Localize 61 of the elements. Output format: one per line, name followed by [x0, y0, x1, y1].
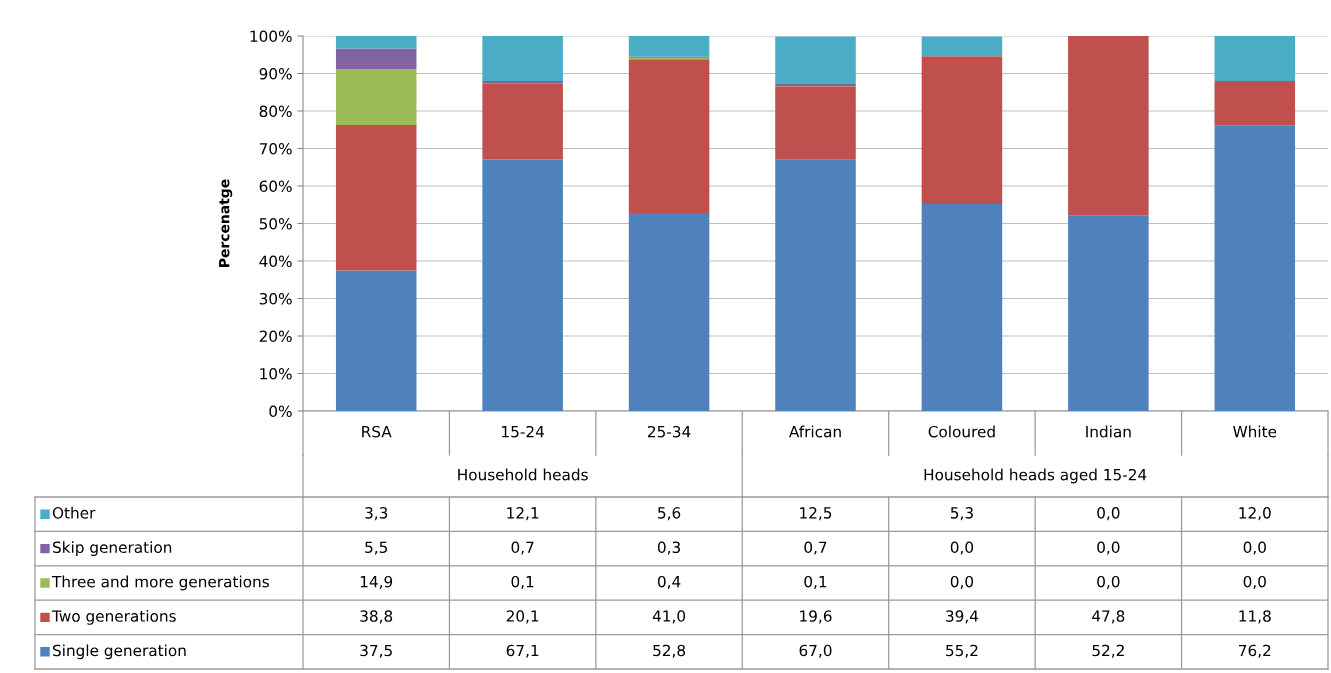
data-label: 52,2: [1092, 644, 1124, 658]
data-label: 3,3: [365, 507, 388, 521]
data-label: 0,0: [1097, 507, 1120, 521]
data-label: 76,2: [1239, 644, 1271, 658]
data-label: 0,0: [1243, 541, 1266, 555]
data-label: 47,8: [1092, 610, 1125, 624]
data-label: 12,5: [800, 507, 832, 521]
data-label: 20,1: [506, 610, 539, 624]
y-tick-label: 70%: [259, 142, 292, 155]
y-tick-label: 100%: [250, 30, 292, 43]
y-tick-label: 50%: [259, 217, 292, 230]
data-label: 0,0: [1097, 575, 1120, 589]
legend-label: Skip generation: [53, 541, 172, 556]
y-tick-label: 40%: [259, 255, 292, 268]
y-tick-label: 60%: [259, 180, 292, 193]
y-axis-title: Percenatge: [219, 179, 233, 267]
data-label: 14,9: [360, 575, 393, 589]
data-label: 37,5: [360, 644, 392, 658]
legend-label: Single generation: [53, 644, 186, 660]
y-tick-label: 80%: [259, 105, 292, 118]
x-tick-label: 15-24: [502, 425, 544, 438]
text: Household heads aged 15-24: [924, 468, 1147, 484]
data-label: 52,8: [653, 644, 686, 658]
data-label: 5,5: [365, 541, 388, 555]
y-tick-label: 90%: [259, 67, 292, 80]
x-tick-label: White: [1233, 425, 1277, 438]
data-label: 5,3: [950, 507, 973, 521]
x-tick-label: 25-34: [647, 425, 691, 438]
data-label: 12,0: [1239, 507, 1271, 521]
data-label: 67,0: [799, 644, 832, 658]
data-label: 0,3: [657, 541, 680, 555]
y-tick-label: 0%: [269, 405, 292, 418]
x-tick-label: African: [789, 425, 841, 438]
legend-label: Three and more generations: [51, 575, 269, 591]
data-label: 67,1: [506, 644, 539, 658]
data-label: 0,4: [657, 575, 681, 589]
y-tick-label: 20%: [259, 330, 292, 343]
data-label: 0,1: [804, 575, 827, 589]
data-label: 41,0: [652, 610, 686, 624]
x-tick-label: Indian: [1086, 425, 1131, 438]
data-label: 39,4: [946, 610, 979, 624]
data-label: 0,1: [511, 575, 534, 589]
legend-label: Other: [52, 506, 96, 519]
data-label: 19,6: [800, 610, 832, 624]
x-tick-label: RSA: [362, 425, 392, 438]
data-label: 0,0: [950, 541, 974, 555]
data-label: 38,8: [360, 610, 393, 624]
data-label: 12,1: [507, 507, 539, 521]
data-label: 5,6: [658, 507, 681, 521]
data-label: 0,0: [1097, 541, 1120, 555]
text: Household heads: [458, 468, 588, 481]
data-label: 0,7: [804, 541, 827, 555]
x-tick-label: Coloured: [928, 425, 995, 438]
data-label: 55,2: [946, 644, 978, 658]
data-label: 0,7: [511, 541, 534, 555]
data-label: 0,0: [950, 575, 974, 589]
y-tick-label: 10%: [260, 367, 292, 380]
data-label: 0,0: [1243, 575, 1266, 589]
data-label: 11,8: [1239, 610, 1271, 624]
y-tick-label: 30%: [259, 292, 292, 305]
legend-label: Two generations: [51, 610, 176, 625]
